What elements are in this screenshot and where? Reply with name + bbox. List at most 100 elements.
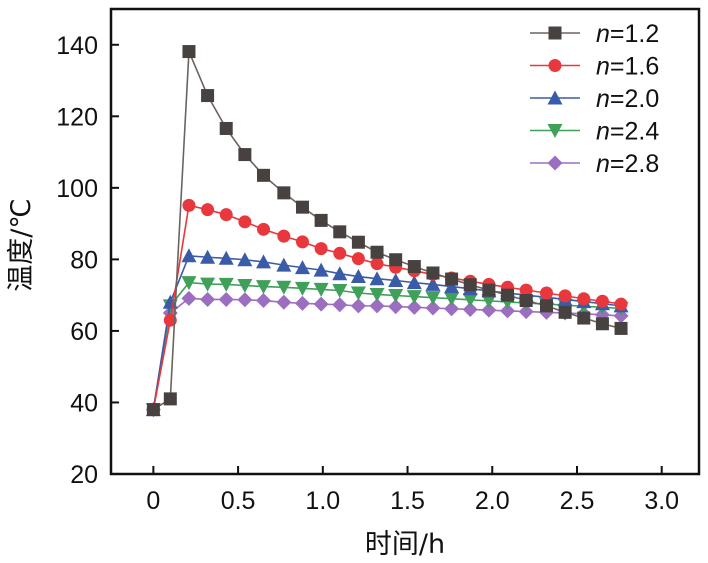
triangle-up-marker: [181, 248, 197, 263]
diamond-marker: [518, 304, 534, 320]
legend-label-variable: n: [596, 85, 610, 113]
series-n=1.2: [146, 45, 628, 417]
series-n=2.0: [145, 248, 629, 417]
square-marker: [146, 403, 160, 417]
legend-item: n=2.4: [530, 118, 659, 146]
x-axis-label: 时间/h: [365, 529, 445, 560]
square-marker: [558, 305, 572, 319]
triangle-up-marker: [388, 272, 404, 287]
triangle-up-marker: [425, 276, 441, 291]
circle-marker: [548, 59, 562, 72]
legend-label: n=2.8: [596, 150, 659, 178]
legend-label-value: =2.0: [610, 85, 659, 113]
circle-marker: [219, 208, 233, 222]
circle-marker: [370, 257, 384, 271]
square-marker: [201, 89, 215, 103]
circle-marker: [595, 294, 609, 308]
diamond-marker: [425, 300, 441, 316]
diamond-marker: [444, 301, 460, 317]
diamond-marker: [256, 293, 272, 309]
square-marker: [501, 288, 515, 302]
circle-marker: [351, 252, 365, 266]
x-tick-label: 0: [146, 487, 160, 515]
square-marker: [333, 225, 347, 239]
square-marker: [219, 121, 233, 135]
diamond-marker: [313, 296, 329, 312]
circle-marker: [333, 246, 347, 260]
triangle-up-marker: [444, 279, 460, 294]
triangle-up-marker: [369, 271, 385, 286]
triangle-down-marker: [276, 280, 292, 295]
circle-marker: [182, 198, 196, 212]
diamond-marker: [481, 302, 497, 318]
plot-frame: [109, 7, 701, 476]
square-marker: [595, 317, 609, 331]
diamond-marker: [200, 291, 216, 307]
triangle-down-marker: [256, 280, 272, 295]
diamond-marker: [276, 294, 292, 310]
triangle-down-marker: [218, 277, 234, 292]
circle-marker: [558, 289, 572, 303]
diamond-marker: [406, 299, 422, 315]
legend-label-variable: n: [596, 150, 610, 178]
triangle-up-marker: [332, 266, 348, 281]
triangle-down-marker: [200, 277, 216, 292]
diamond-marker: [500, 303, 516, 319]
triangle-up-marker: [200, 249, 216, 264]
square-marker: [548, 26, 562, 40]
series-line: [152, 51, 622, 411]
triangle-up-marker: [313, 262, 329, 277]
legend-label-value: =1.2: [610, 20, 659, 48]
square-marker: [482, 283, 496, 297]
square-marker: [163, 392, 177, 406]
series-n=1.6: [146, 198, 628, 417]
legend-item: n=1.6: [530, 53, 659, 81]
triangle-down-marker: [388, 289, 404, 304]
legend-label: n=1.6: [596, 53, 659, 81]
y-tick-label: 80: [70, 246, 98, 274]
square-marker: [577, 311, 591, 325]
diamond-marker: [218, 291, 234, 307]
triangle-down-marker: [547, 124, 563, 138]
diamond-marker: [294, 295, 310, 311]
legend-label: n=2.0: [596, 85, 659, 113]
square-marker: [614, 321, 628, 335]
series-n=2.4: [145, 276, 629, 418]
legend-label-variable: n: [596, 20, 610, 48]
circle-marker: [201, 203, 215, 217]
triangle-down-marker: [406, 290, 422, 305]
square-marker: [238, 148, 252, 162]
y-tick-label: 60: [70, 318, 98, 346]
circle-marker: [277, 229, 291, 243]
legend-item: n=1.2: [530, 20, 659, 48]
legend-label-value: =2.8: [610, 150, 659, 178]
legend-label: n=2.4: [596, 118, 659, 146]
circle-marker: [519, 283, 533, 297]
triangle-down-marker: [425, 291, 441, 306]
triangle-down-marker: [332, 284, 348, 299]
triangle-down-marker: [294, 281, 310, 296]
triangle-up-marker: [350, 269, 366, 284]
legend-label-variable: n: [596, 118, 610, 146]
legend: n=1.2n=1.6n=2.0n=2.4n=2.8: [530, 20, 659, 178]
diamond-marker: [388, 299, 404, 315]
triangle-up-marker: [547, 90, 563, 105]
triangle-up-marker: [218, 250, 234, 265]
legend-label-variable: n: [596, 53, 610, 81]
square-marker: [370, 245, 384, 259]
y-tick-label: 40: [70, 389, 98, 417]
series-layer: [145, 45, 629, 418]
diamond-marker: [181, 290, 197, 306]
y-axis-label: 温度/℃: [6, 198, 37, 291]
square-marker: [314, 213, 328, 227]
square-marker: [407, 260, 421, 274]
diamond-marker: [369, 298, 385, 314]
circle-marker: [238, 215, 252, 229]
triangle-up-marker: [294, 260, 310, 275]
square-marker: [182, 45, 196, 59]
square-marker: [519, 294, 533, 308]
legend-item: n=2.0: [530, 85, 659, 113]
square-marker: [426, 266, 440, 280]
triangle-down-marker: [444, 292, 460, 307]
